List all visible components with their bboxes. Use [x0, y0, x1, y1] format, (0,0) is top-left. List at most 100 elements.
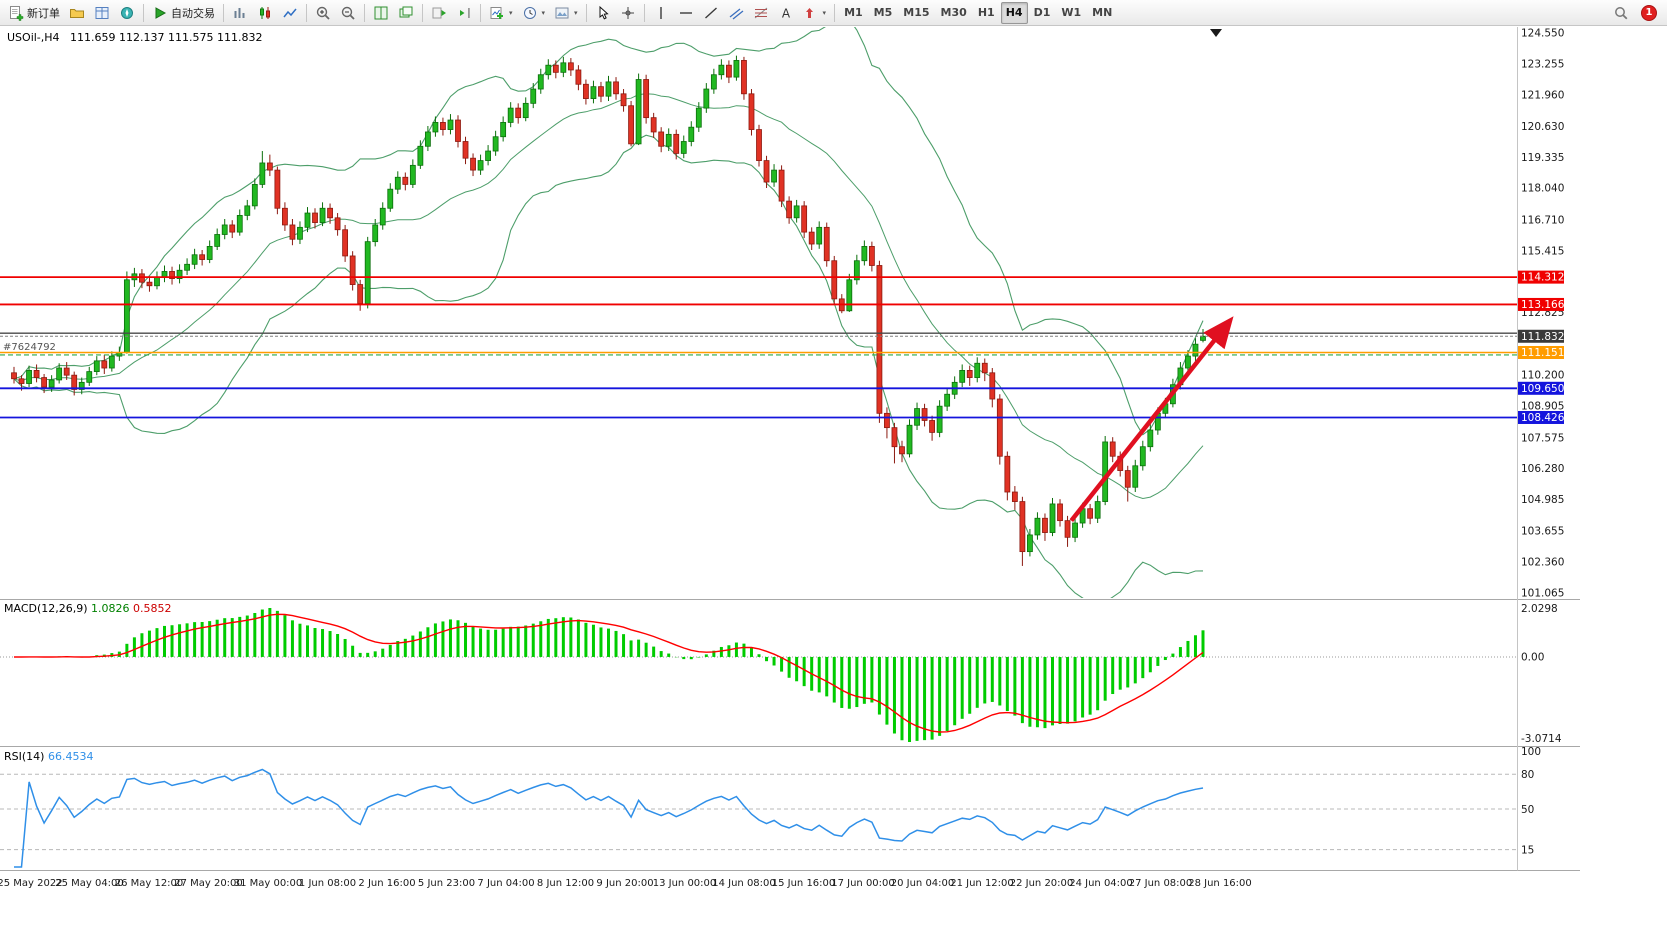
candle-body: [304, 212, 311, 228]
market-watch-button[interactable]: [90, 2, 114, 24]
periods-button[interactable]: ▾: [518, 2, 550, 24]
channel-icon: [729, 7, 743, 20]
fibonacci-tool-button[interactable]: [749, 2, 773, 24]
main-toolbar: 新订单 自动交易 ▾: [0, 0, 1667, 26]
price-badge: [1518, 270, 1564, 284]
timeframe-m1[interactable]: M1: [844, 6, 863, 19]
price-badge-value: 113.166: [1521, 299, 1565, 311]
candle: [560, 56, 567, 78]
time-axis-label: 9 Jun 20:00: [596, 878, 653, 889]
price-badge-value: 111.151: [1521, 347, 1564, 359]
candle-body: [530, 88, 537, 104]
trendline-tool-button[interactable]: [699, 2, 723, 24]
candle: [402, 172, 409, 191]
autotrade-button[interactable]: 自动交易: [148, 2, 219, 24]
candle: [56, 363, 63, 384]
profiles-folder-icon: [70, 8, 84, 18]
crosshair-button[interactable]: [616, 2, 640, 24]
candle: [139, 269, 145, 289]
text-tool-button[interactable]: A: [774, 2, 798, 24]
zoom-out-button[interactable]: [336, 2, 360, 24]
price-axis-label: 101.065: [1521, 588, 1564, 600]
candle: [297, 221, 303, 245]
price-axis-label: 102.360: [1521, 557, 1564, 569]
candle: [748, 89, 755, 136]
candle-body: [1087, 508, 1094, 519]
line-chart-button[interactable]: [278, 2, 302, 24]
navigator-button[interactable]: [115, 2, 139, 24]
price-axis-label: 123.255: [1521, 58, 1564, 70]
new-chart-button[interactable]: ▾: [485, 2, 517, 24]
time-axis-label: 1 Jun 08:00: [299, 878, 356, 889]
trend-arrow[interactable]: [1069, 316, 1234, 523]
candle: [123, 271, 130, 354]
time-axis-label: 28 Jun 16:00: [1188, 878, 1252, 889]
timeframe-m5[interactable]: M5: [873, 6, 893, 19]
horizontal-line-tool-button[interactable]: [674, 2, 698, 24]
new-order-button[interactable]: 新订单: [4, 2, 64, 24]
candle: [1064, 515, 1071, 547]
candle-body: [710, 74, 717, 90]
candle: [477, 154, 484, 175]
time-axis-label: 26 May 12:00: [115, 878, 184, 889]
timeframe-d1[interactable]: D1: [1033, 6, 1051, 19]
timeframe-m15[interactable]: M15: [903, 6, 930, 19]
candle-body: [447, 119, 454, 130]
price-badge: [1518, 345, 1564, 359]
timeframe-h1[interactable]: H1: [977, 6, 995, 19]
timeframe-m30[interactable]: M30: [940, 6, 967, 19]
candle-body: [266, 162, 273, 171]
price-axis-label: 107.575: [1521, 432, 1564, 444]
tile-windows-button[interactable]: [369, 2, 393, 24]
bar-chart-button[interactable]: [228, 2, 252, 24]
candle: [620, 89, 627, 112]
timeframe-w1[interactable]: W1: [1061, 6, 1082, 19]
candle-body: [763, 160, 770, 183]
timeframe-h4[interactable]: H4: [1000, 1, 1028, 24]
rsi-axis-label: 80: [1521, 769, 1534, 781]
candle-body: [402, 176, 409, 185]
cursor-icon: [599, 5, 609, 19]
macd-signal-value: 0.5852: [133, 602, 172, 615]
toolbar-separator: [643, 3, 645, 22]
candle-body: [1192, 343, 1199, 357]
auto-scroll-button[interactable]: [427, 2, 451, 24]
timeframe-mn[interactable]: MN: [1092, 6, 1113, 19]
zoom-in-button[interactable]: [311, 2, 335, 24]
candle-body: [440, 122, 446, 130]
candle: [93, 356, 100, 376]
candle-body: [635, 79, 642, 145]
bar-chart-icon: [234, 7, 245, 18]
candle-body: [583, 83, 589, 99]
templates-button[interactable]: ▾: [550, 2, 582, 24]
candle: [899, 440, 905, 463]
notification-badge[interactable]: 1: [1641, 4, 1657, 21]
candle-body: [868, 246, 875, 266]
candle: [778, 165, 785, 208]
candle: [605, 75, 612, 101]
candle: [921, 403, 928, 427]
candle: [289, 218, 296, 246]
candle-body: [319, 207, 326, 223]
candlestick-chart-button[interactable]: [253, 2, 277, 24]
chart-shift-button[interactable]: [452, 2, 476, 24]
channel-tool-button[interactable]: [724, 2, 748, 24]
time-axis-label: 25 May 04:00: [55, 878, 124, 889]
candle-body: [1200, 335, 1206, 341]
candle: [1192, 338, 1199, 361]
candle-body: [929, 420, 935, 433]
arrows-tool-button[interactable]: ▾: [799, 2, 831, 24]
price-badge: [1518, 381, 1564, 395]
candle-body: [620, 93, 627, 107]
candle: [282, 202, 288, 231]
profiles-button[interactable]: [65, 2, 89, 24]
candle-body: [214, 234, 221, 247]
cursor-button[interactable]: [591, 2, 615, 24]
macd-axis-label: 0.00: [1521, 651, 1544, 663]
price-axis-label: 104.985: [1521, 494, 1564, 506]
vertical-line-tool-button[interactable]: [649, 2, 673, 24]
search-button[interactable]: [1609, 2, 1633, 24]
candle-body: [605, 81, 612, 97]
candle-body: [786, 200, 793, 219]
cascade-windows-button[interactable]: [394, 2, 418, 24]
